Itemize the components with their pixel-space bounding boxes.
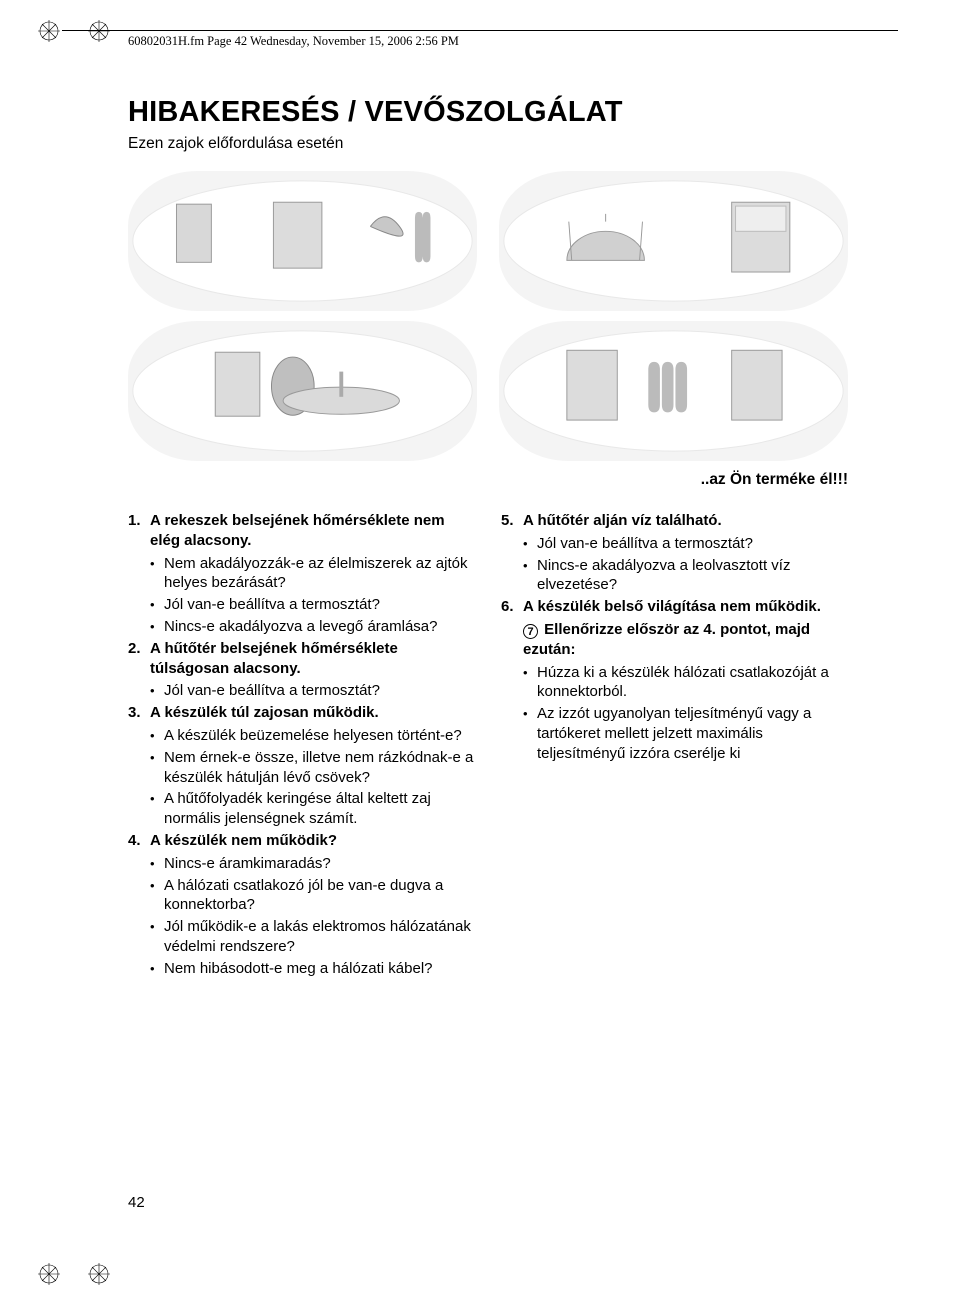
page-content: HIBAKERESÉS / VEVŐSZOLGÁLAT Ezen zajok e…: [128, 96, 848, 981]
item-6-sub-text: Ellenőrizze először az 4. pontot, majd e…: [523, 621, 810, 658]
item-2-num: 2.: [128, 639, 150, 679]
item-3: 3. A készülék túl zajosan működik.: [128, 703, 475, 723]
item-4-head: A készülék nem működik?: [150, 831, 475, 851]
bullet-text: Jól van-e beállítva a termosztát?: [164, 681, 475, 701]
regmark-icon: [38, 1263, 60, 1285]
right-column: 5. A hűtőtér alján víz található. •Jól v…: [501, 511, 848, 981]
left-column: 1. A rekeszek belsejének hőmérséklete ne…: [128, 511, 475, 981]
item-6-sub: 7 Ellenőrizze először az 4. pontot, majd…: [501, 620, 848, 660]
illustration-4: [499, 321, 848, 461]
bullet-dot: •: [150, 748, 164, 788]
item-5-head: A hűtőtér alján víz található.: [523, 511, 848, 531]
item-5: 5. A hűtőtér alján víz található.: [501, 511, 848, 531]
page-subtitle: Ezen zajok előfordulása esetén: [128, 135, 848, 153]
bullet-text: Húzza ki a készülék hálózati csatlakozój…: [537, 663, 848, 703]
bullet-text: A hűtőfolyadék keringése által keltett z…: [164, 789, 475, 829]
bullet-dot: •: [150, 617, 164, 637]
bullet-dot: •: [523, 534, 537, 554]
bullet-text: Jól van-e beállítva a termosztát?: [164, 595, 475, 615]
bullet: •Nincs-e áramkimaradás?: [128, 854, 475, 874]
item-1: 1. A rekeszek belsejének hőmérséklete ne…: [128, 511, 475, 551]
bullet-dot: •: [150, 681, 164, 701]
page-title: HIBAKERESÉS / VEVŐSZOLGÁLAT: [128, 96, 848, 129]
bullet: •Jól van-e beállítva a termosztát?: [128, 595, 475, 615]
bullet-text: Az izzót ugyanolyan teljesítményű vagy a…: [537, 704, 848, 763]
bullet-dot: •: [150, 595, 164, 615]
circled-number-icon: 7: [523, 624, 538, 639]
bullet-text: A hálózati csatlakozó jól be van-e dugva…: [164, 876, 475, 916]
bullet-dot: •: [523, 704, 537, 763]
bullet: •Nem akadályozzák-e az élelmiszerek az a…: [128, 554, 475, 594]
bullet-dot: •: [523, 663, 537, 703]
bullet: •Nincs-e akadályozva a leolvasztott víz …: [501, 556, 848, 596]
item-2: 2. A hűtőtér belsejének hőmérséklete túl…: [128, 639, 475, 679]
item-1-num: 1.: [128, 511, 150, 551]
item-2-head: A hűtőtér belsejének hőmérséklete túlság…: [150, 639, 475, 679]
bullet-dot: •: [150, 554, 164, 594]
caption-product-alive: ..az Ön terméke él!!!: [128, 471, 848, 489]
item-6: 6. A készülék belső világítása nem működ…: [501, 597, 848, 617]
page-number: 42: [128, 1194, 145, 1211]
item-1-head: A rekeszek belsejének hőmérséklete nem e…: [150, 511, 475, 551]
bullet: •Húzza ki a készülék hálózati csatlakozó…: [501, 663, 848, 703]
bullet-text: Nincs-e akadályozva a leolvasztott víz e…: [537, 556, 848, 596]
bullet-text: Jól van-e beállítva a termosztát?: [537, 534, 848, 554]
bullet-dot: •: [150, 917, 164, 957]
bullet-dot: •: [150, 959, 164, 979]
illustration-1: [128, 171, 477, 311]
item-6-num: 6.: [501, 597, 523, 617]
bullet-dot: •: [150, 854, 164, 874]
header-rule: [62, 30, 898, 31]
item-3-num: 3.: [128, 703, 150, 723]
header-filename: 60802031H.fm Page 42 Wednesday, November…: [128, 34, 459, 49]
text-columns: 1. A rekeszek belsejének hőmérséklete ne…: [128, 511, 848, 981]
regmark-icon: [88, 1263, 110, 1285]
regmark-icon: [38, 20, 60, 42]
bullet: •Jól van-e beállítva a termosztát?: [128, 681, 475, 701]
item-3-head: A készülék túl zajosan működik.: [150, 703, 475, 723]
bullet-text: Nem érnek-e össze, illetve nem rázkódnak…: [164, 748, 475, 788]
bullet-dot: •: [150, 876, 164, 916]
bullet: •Nem hibásodott-e meg a hálózati kábel?: [128, 959, 475, 979]
item-4-num: 4.: [128, 831, 150, 851]
illustration-2: [499, 171, 848, 311]
bullet-text: Jól működik-e a lakás elektromos hálózat…: [164, 917, 475, 957]
illustration-row-1: [128, 171, 848, 311]
illustration-row-2: [128, 321, 848, 461]
bullet-dot: •: [150, 726, 164, 746]
bullet-text: Nem akadályozzák-e az élelmiszerek az aj…: [164, 554, 475, 594]
bullet: •Nincs-e akadályozva a levegő áramlása?: [128, 617, 475, 637]
bullet-dot: •: [523, 556, 537, 596]
illustration-3: [128, 321, 477, 461]
bullet-text: Nincs-e akadályozva a levegő áramlása?: [164, 617, 475, 637]
regmark-icon: [88, 20, 110, 42]
bullet: •Az izzót ugyanolyan teljesítményű vagy …: [501, 704, 848, 763]
bullet: •Jól működik-e a lakás elektromos hálóza…: [128, 917, 475, 957]
bullet-text: A készülék beüzemelése helyesen történt-…: [164, 726, 475, 746]
bullet-text: Nincs-e áramkimaradás?: [164, 854, 475, 874]
bullet: •A hálózati csatlakozó jól be van-e dugv…: [128, 876, 475, 916]
bullet: •A hűtőfolyadék keringése által keltett …: [128, 789, 475, 829]
item-6-head: A készülék belső világítása nem működik.: [523, 597, 848, 617]
bullet: •Jól van-e beállítva a termosztát?: [501, 534, 848, 554]
item-5-num: 5.: [501, 511, 523, 531]
item-4: 4. A készülék nem működik?: [128, 831, 475, 851]
bullet: •A készülék beüzemelése helyesen történt…: [128, 726, 475, 746]
bullet-dot: •: [150, 789, 164, 829]
bullet: •Nem érnek-e össze, illetve nem rázkódna…: [128, 748, 475, 788]
bullet-text: Nem hibásodott-e meg a hálózati kábel?: [164, 959, 475, 979]
